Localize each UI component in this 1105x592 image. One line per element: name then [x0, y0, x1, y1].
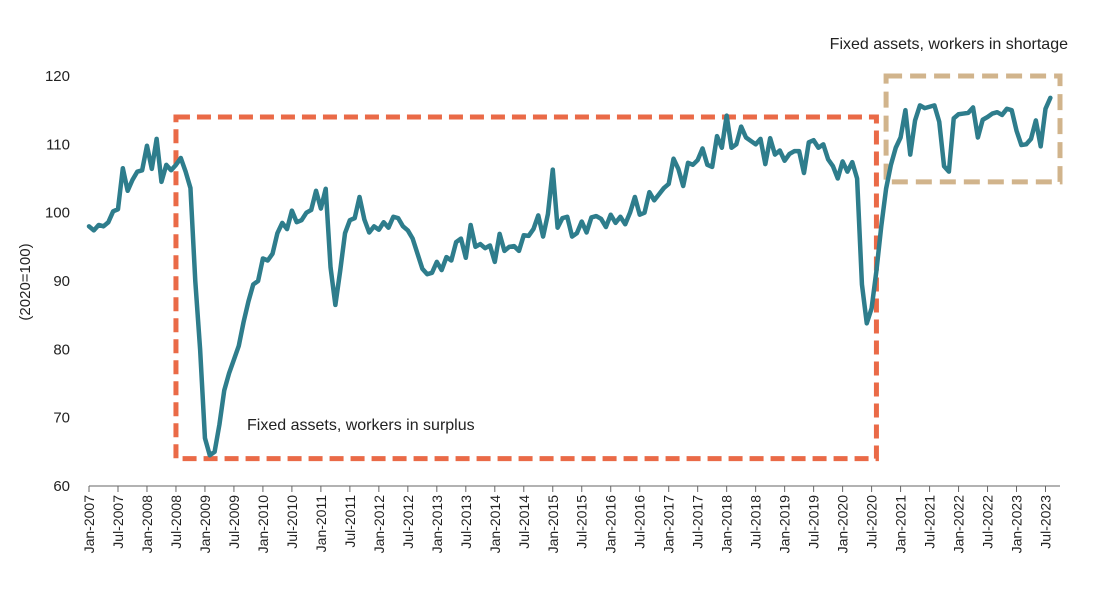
x-axis: Jan-2007 Jul-2007 Jan-2008 Jul-2008 Jan-2009…: [81, 485, 1060, 554]
x-tick-label: Jan-2014: [487, 495, 503, 554]
x-tick-label: Jan-2011: [313, 495, 329, 553]
x-tick-label: Jul-2011: [342, 495, 358, 548]
x-tick-label: Jan-2017: [661, 495, 677, 554]
series-line: [86, 95, 1053, 458]
x-tick-label: Jan-2021: [893, 495, 909, 554]
x-tick-label: Jul-2017: [690, 495, 706, 549]
x-tick-label: Jan-2022: [951, 495, 967, 554]
x-tick-label: Jul-2023: [1038, 495, 1054, 549]
x-tick-label: Jul-2015: [574, 495, 590, 549]
x-tick-label: Jan-2013: [429, 495, 445, 554]
x-tick-label: Jan-2015: [545, 495, 561, 554]
shortage-annotation: Fixed assets, workers in shortage: [830, 36, 1068, 53]
x-tick-label: Jul-2021: [922, 495, 938, 549]
y-tick-label: 90: [53, 273, 70, 290]
x-tick-label: Jan-2019: [777, 495, 793, 554]
x-tick-label: Jul-2007: [110, 495, 126, 549]
shortage-region-box: [883, 73, 1063, 185]
x-tick-label: Jul-2010: [284, 495, 300, 549]
x-tick-label: Jan-2016: [603, 495, 619, 554]
y-axis-ticks: 60 70 80 90 100 110 120: [45, 68, 70, 495]
y-tick-label: 100: [45, 205, 70, 222]
series-group: [86, 95, 1053, 458]
x-tick-label: Jul-2014: [516, 495, 532, 549]
x-tick-label: Jan-2018: [719, 495, 735, 554]
x-tick-label: Jan-2010: [255, 495, 271, 554]
surplus-region-box: [173, 114, 879, 462]
y-axis-label: (2020=100): [17, 243, 34, 320]
x-tick-label: Jan-2023: [1009, 495, 1025, 554]
y-tick-label: 80: [53, 341, 70, 358]
y-tick-label: 60: [53, 478, 70, 495]
y-tick-label: 120: [45, 68, 70, 85]
x-tick-label: Jul-2022: [980, 495, 996, 549]
x-tick-label: Jan-2009: [197, 495, 213, 554]
x-tick-label: Jul-2018: [748, 495, 764, 549]
x-tick-label: Jan-2008: [139, 495, 155, 554]
x-tick-label: Jul-2013: [458, 495, 474, 549]
x-tick-label: Jul-2008: [168, 495, 184, 549]
x-tick-label: Jul-2019: [806, 495, 822, 549]
x-tick-label: Jul-2009: [226, 495, 242, 549]
x-tick-label: Jan-2012: [371, 495, 387, 554]
annotation-regions: [173, 73, 1063, 462]
x-tick-label: Jan-2020: [835, 495, 851, 554]
x-tick-label: Jan-2007: [81, 495, 97, 554]
surplus-annotation: Fixed assets, workers in surplus: [247, 417, 475, 434]
x-tick-label: Jul-2012: [400, 495, 416, 549]
x-tick-label: Jul-2020: [864, 495, 880, 549]
y-tick-label: 70: [53, 410, 70, 427]
y-tick-label: 110: [46, 136, 70, 153]
x-tick-label: Jul-2016: [632, 495, 648, 549]
